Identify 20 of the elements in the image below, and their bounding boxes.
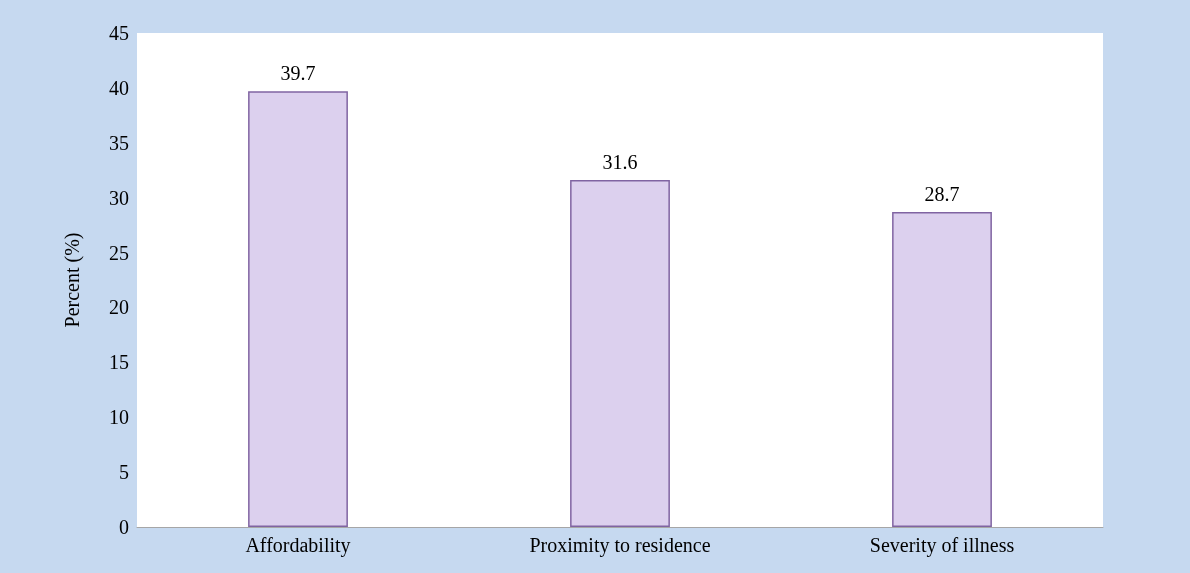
y-tick-label: 45 xyxy=(109,22,129,44)
y-axis-title: Percent (%) xyxy=(61,232,84,328)
y-tick-label: 25 xyxy=(109,241,129,264)
x-tick-label: Proximity to residence xyxy=(529,534,711,557)
bar xyxy=(570,180,670,527)
data-label: 39.7 xyxy=(280,62,316,85)
bar xyxy=(248,91,348,527)
data-label: 31.6 xyxy=(602,151,638,174)
y-tick-label: 15 xyxy=(109,351,129,374)
y-tick-label: 5 xyxy=(119,461,129,484)
y-tick-label: 0 xyxy=(119,516,129,538)
x-tick-label: Severity of illness xyxy=(869,534,1015,557)
x-tick-label: Affordability xyxy=(245,534,351,557)
bar xyxy=(892,211,992,527)
y-tick-label: 40 xyxy=(109,76,129,99)
y-tick-label: 20 xyxy=(109,296,129,319)
y-tick-label: 10 xyxy=(109,406,129,429)
data-label: 28.7 xyxy=(924,182,960,205)
y-tick-label: 30 xyxy=(109,186,129,209)
y-tick-label: 35 xyxy=(109,131,129,154)
